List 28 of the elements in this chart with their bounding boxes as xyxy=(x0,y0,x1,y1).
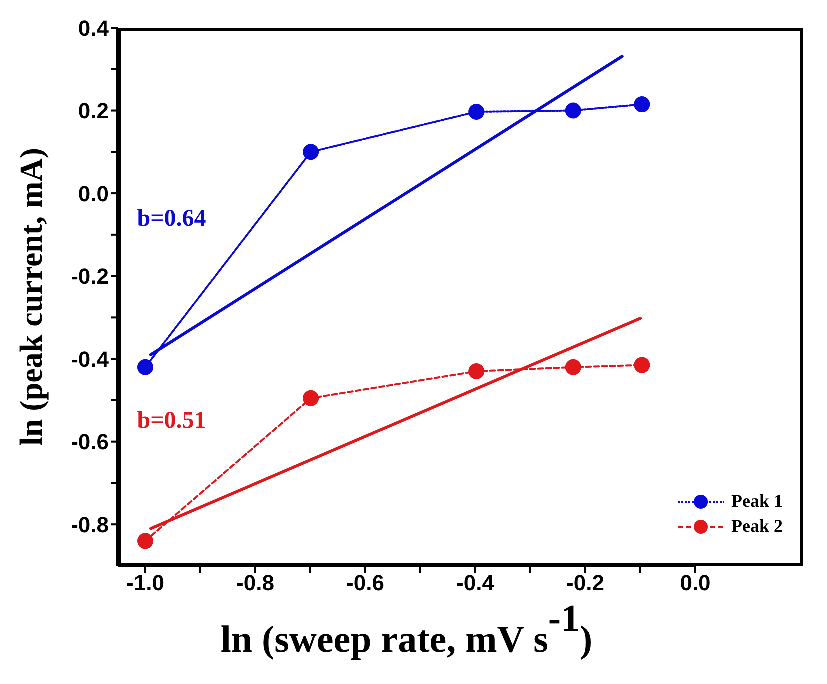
y-tick-label: -0.2 xyxy=(71,264,109,290)
x-tick-label: -0.8 xyxy=(236,570,274,596)
y-tick-label: -0.8 xyxy=(71,512,109,538)
point xyxy=(565,359,582,376)
annotation: b=0.64 xyxy=(137,206,206,232)
point xyxy=(468,104,485,120)
x-tick-label: -1.0 xyxy=(126,570,164,596)
y-axis-title: ln (peak current, mA) xyxy=(13,148,49,446)
annotation: b=0.51 xyxy=(137,408,206,434)
x-tick-label: -0.6 xyxy=(346,570,384,596)
point xyxy=(138,359,154,376)
point xyxy=(634,96,650,113)
legend-label: Peak 2 xyxy=(732,516,783,537)
point xyxy=(303,144,320,160)
y-tick-label: -0.6 xyxy=(71,430,109,455)
point xyxy=(565,102,582,119)
y-tick-label: 0.0 xyxy=(78,181,109,206)
point xyxy=(138,533,154,550)
x-tick-label: -0.2 xyxy=(566,570,604,596)
point xyxy=(634,357,650,374)
x-tick-label: 0.0 xyxy=(680,570,711,596)
y-tick-label: -0.4 xyxy=(71,346,110,372)
y-tick-label: 0.4 xyxy=(78,16,110,41)
legend-label: Peak 1 xyxy=(732,491,783,512)
y-tick-label: 0.2 xyxy=(78,98,109,124)
point xyxy=(303,390,320,406)
point xyxy=(468,363,485,380)
x-tick-label: -0.4 xyxy=(456,570,496,596)
